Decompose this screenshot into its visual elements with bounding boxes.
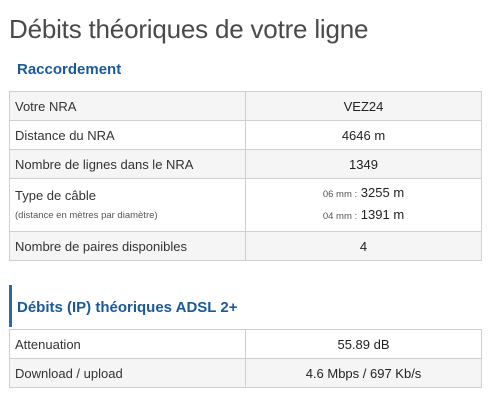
row-label: Download / upload [9,358,246,388]
section-heading-adsl: Débits (IP) théoriques ADSL 2+ [17,299,238,316]
raccordement-table: Votre NRA VEZ24 Distance du NRA 4646 m N… [9,91,482,261]
row-value: 4 [245,231,482,261]
cable-diameter: 06 mm : [322,189,358,200]
table-row: Distance du NRA 4646 m [9,120,482,150]
cable-diameter: 04 mm : [322,211,358,222]
table-row: Attenuation 55.89 dB [9,329,482,359]
table-row: Nombre de lignes dans le NRA 1349 [9,149,482,179]
section-accent-bar [9,285,12,327]
cable-sublabel: (distance en mètres par diamètre) [15,209,158,221]
row-label: Distance du NRA [9,120,246,150]
section-heading-raccordement: Raccordement [17,61,122,78]
cable-length: 3255 m [360,185,405,200]
cable-value-cell: 06 mm : 3255 m 04 mm : 1391 m [245,178,482,232]
cable-line: 06 mm : 3255 m [251,183,476,205]
row-value: 1349 [245,149,482,179]
row-label: Votre NRA [9,91,246,121]
cable-line: 04 mm : 1391 m [251,205,476,227]
page-title: Débits théoriques de votre ligne [9,14,369,44]
table-row: Nombre de paires disponibles 4 [9,231,482,261]
row-value: 4.6 Mbps / 697 Kb/s [245,358,482,388]
adsl-table: Attenuation 55.89 dB Download / upload 4… [9,329,482,388]
row-value: 55.89 dB [245,329,482,359]
row-value: VEZ24 [245,91,482,121]
row-label: Attenuation [9,329,246,359]
cable-length: 1391 m [360,207,405,222]
row-label: Nombre de lignes dans le NRA [9,149,246,179]
table-row-cable: Type de câble (distance en mètres par di… [9,178,482,232]
cable-label-cell: Type de câble (distance en mètres par di… [9,178,246,232]
table-row: Votre NRA VEZ24 [9,91,482,121]
table-row: Download / upload 4.6 Mbps / 697 Kb/s [9,358,482,388]
row-value: 4646 m [245,120,482,150]
cable-label: Type de câble [15,187,96,203]
row-label: Nombre de paires disponibles [9,231,246,261]
